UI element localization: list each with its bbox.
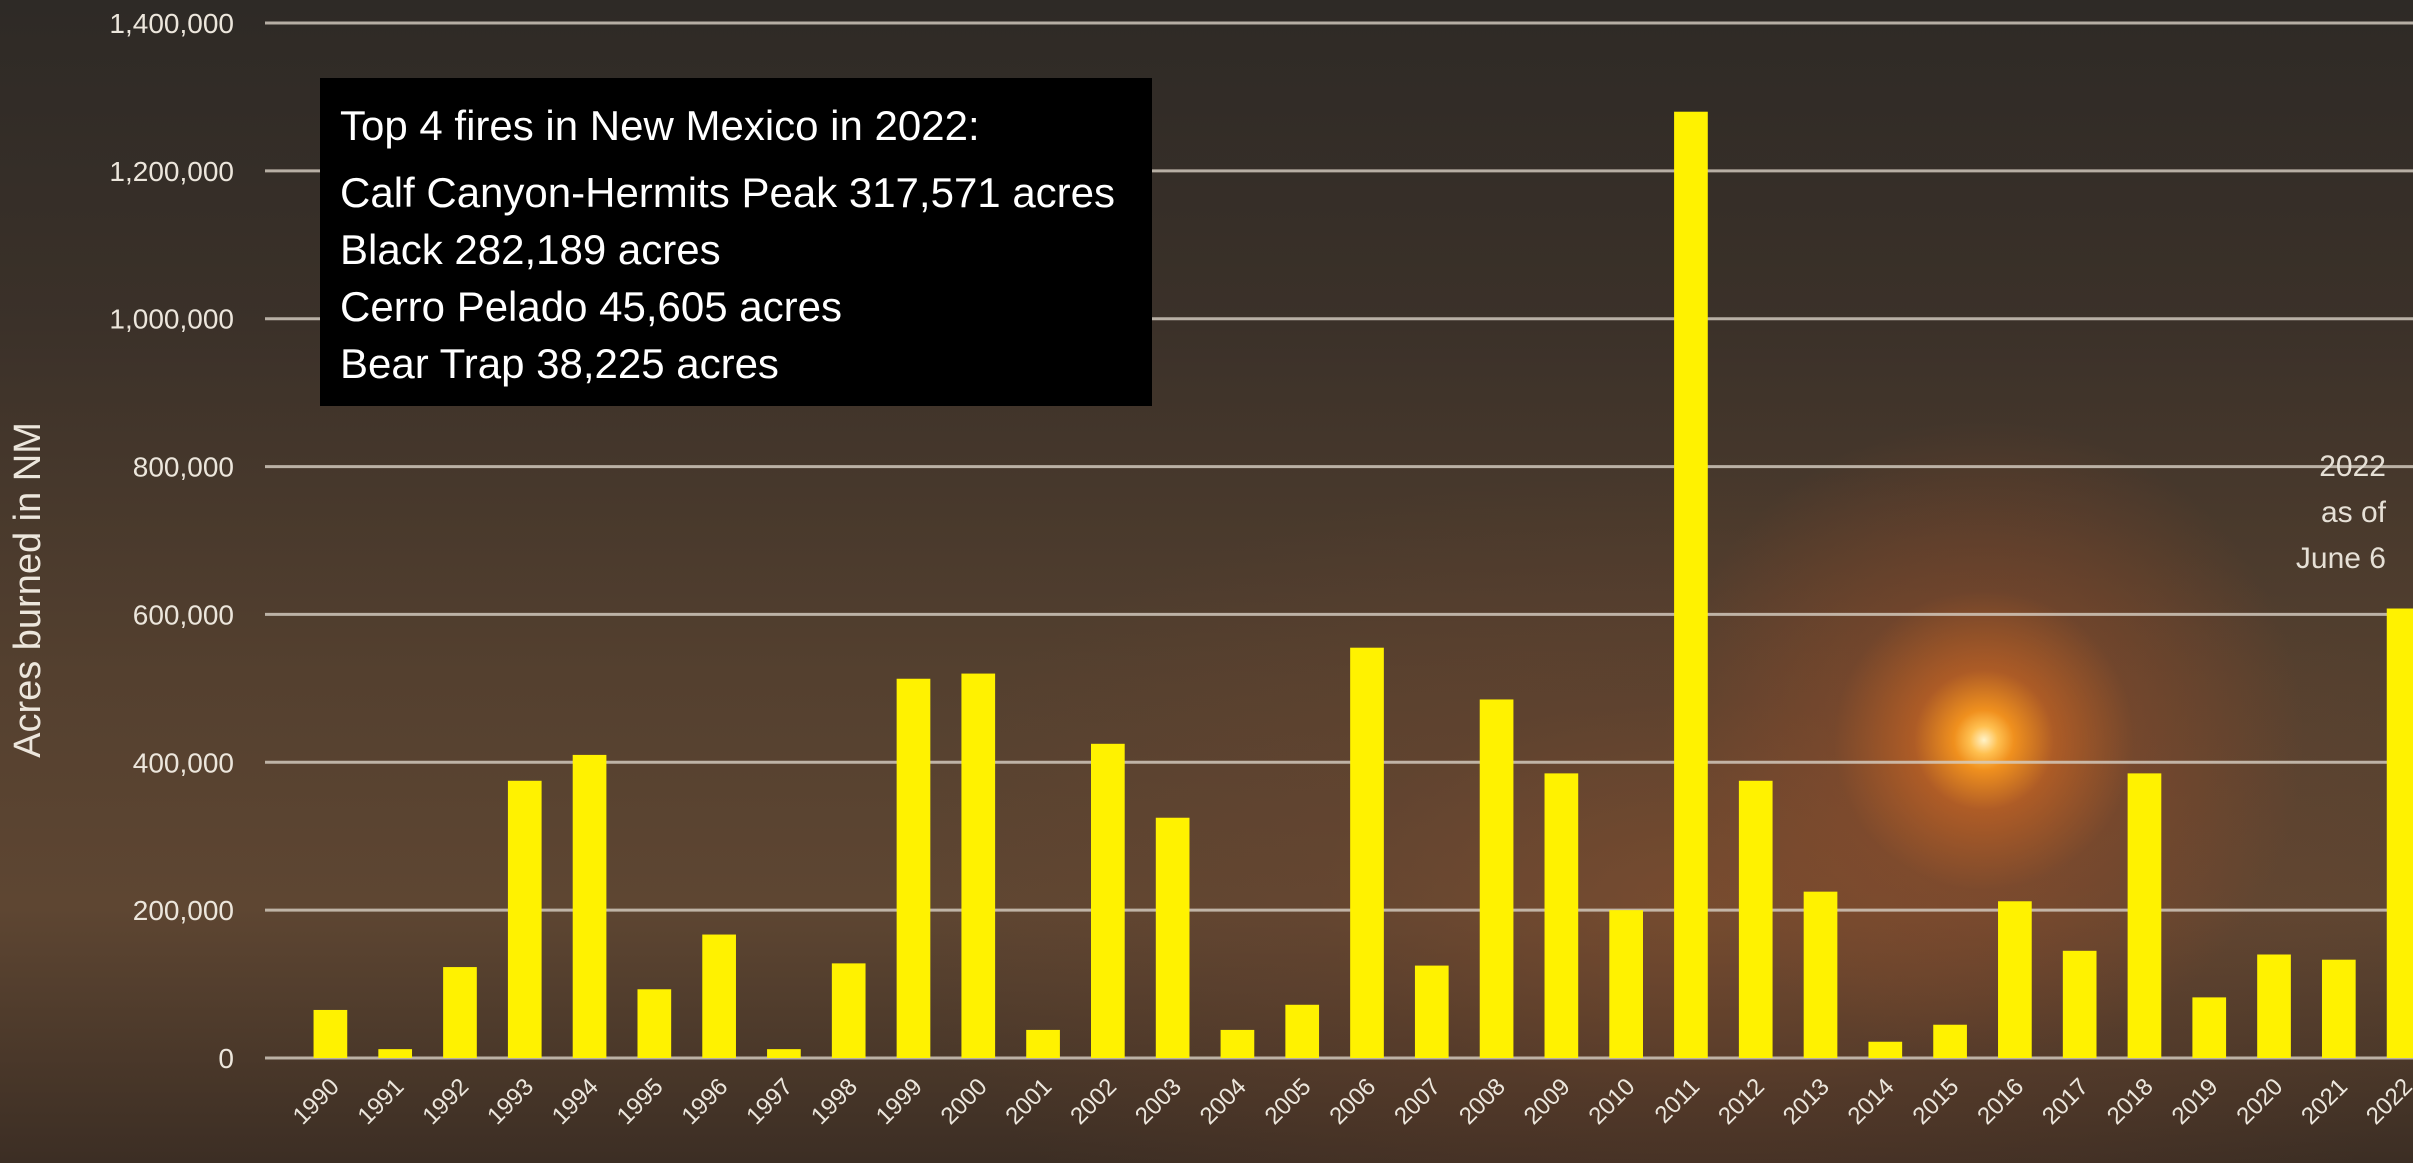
x-tick-label: 2015 [1907,1073,1964,1130]
x-tick-label: 1999 [871,1073,928,1130]
y-tick-label: 600,000 [133,599,234,630]
x-tick-label: 1996 [677,1073,734,1130]
x-tick-label: 2007 [1389,1073,1446,1130]
bar-1993 [507,780,542,1058]
x-tick-label: 1991 [353,1073,410,1130]
x-tick-label: 2017 [2037,1073,2094,1130]
x-tick-label: 1990 [288,1073,345,1130]
bar-2022 [2386,608,2413,1058]
bar-2009 [1544,773,1579,1058]
fire-item: Cerro Pelado 45,605 acres [340,283,842,330]
x-tick-label: 2018 [2102,1073,2159,1130]
bar-1992 [443,967,477,1058]
annotation-line: as of [2321,496,2387,529]
x-tick-label: 2000 [936,1073,993,1130]
bar-2016 [1998,901,2032,1058]
y-tick-label: 800,000 [133,452,234,483]
y-axis-label: Acres burned in NM [7,422,49,758]
x-tick-label: 2011 [1650,1073,1706,1129]
bar-2014 [1868,1041,1903,1058]
y-tick-label: 1,400,000 [109,8,234,39]
x-tick-label: 2004 [1195,1073,1252,1130]
y-tick-label: 0 [218,1043,234,1074]
annotation-line: June 6 [2296,542,2386,575]
x-tick-label: 1998 [806,1073,863,1130]
x-tick-label: 1995 [612,1073,669,1130]
fire-item: Calf Canyon-Hermits Peak 317,571 acres [340,169,1116,216]
bar-1997 [767,1049,801,1058]
x-tick-label: 2005 [1260,1073,1317,1130]
bar-2003 [1155,817,1190,1058]
bar-1990 [313,1009,348,1058]
bar-2007 [1414,965,1449,1058]
bar-1994 [572,754,607,1058]
x-tick-label: 2019 [2167,1073,2224,1130]
bar-2021 [2321,959,2356,1058]
x-tick-label: 2012 [1713,1073,1770,1130]
bar-2020 [2257,954,2291,1058]
x-tick-label: 2008 [1454,1073,1511,1130]
bar-2005 [1285,1004,1320,1058]
bar-1996 [702,934,736,1058]
x-tick-label: 2003 [1130,1073,1187,1130]
x-tick-label: 2016 [1972,1073,2029,1130]
bar-2012 [1738,780,1773,1058]
bar-2010 [1609,910,1643,1058]
x-tick-label: 2009 [1519,1073,1576,1130]
fire-item: Black 282,189 acres [340,226,721,273]
x-tick-label: 2014 [1843,1073,1900,1130]
x-tick-label: 1994 [547,1073,604,1130]
annotation-line: 2022 [2319,450,2386,483]
bar-2011 [1674,111,1708,1058]
x-tick-label: 2006 [1324,1073,1381,1130]
bar-2018 [2127,773,2162,1058]
bar-1995 [637,989,672,1058]
x-tick-label: 1993 [482,1073,539,1130]
y-tick-label: 1,000,000 [109,304,234,335]
bar-2013 [1803,891,1838,1058]
y-tick-label: 400,000 [133,747,234,778]
x-tick-label: 2021 [2296,1073,2353,1130]
x-tick-label: 1992 [417,1073,474,1130]
bar-2002 [1091,743,1125,1058]
x-tick-label: 2002 [1065,1073,1122,1130]
annotation-2022: 2022 as of June 6 [2296,450,2387,575]
bar-2015 [1933,1024,1967,1058]
x-tick-label: 2022 [2361,1073,2413,1130]
bar-2001 [1026,1029,1060,1058]
y-tick-label: 200,000 [133,895,234,926]
bar-2000 [961,673,996,1058]
infobox-title: Top 4 fires in New Mexico in 2022: [340,102,980,149]
x-tick-label: 2010 [1584,1073,1641,1130]
bar-2008 [1479,699,1514,1058]
bar-1998 [831,963,866,1058]
bar-1999 [896,678,931,1058]
x-tick-label: 1997 [741,1073,798,1130]
top-fires-infobox: Top 4 fires in New Mexico in 2022: Calf … [320,78,1152,406]
bar-2004 [1220,1029,1255,1058]
fire-item: Bear Trap 38,225 acres [340,340,779,387]
x-tick-label: 2013 [1778,1073,1835,1130]
bar-2006 [1350,647,1384,1058]
bar-2019 [2192,997,2227,1058]
x-tick-label: 2001 [1000,1073,1057,1130]
y-tick-label: 1,200,000 [109,156,234,187]
x-tick-label: 2020 [2231,1073,2288,1130]
bar-2017 [2062,950,2097,1058]
bar-1991 [378,1049,413,1058]
